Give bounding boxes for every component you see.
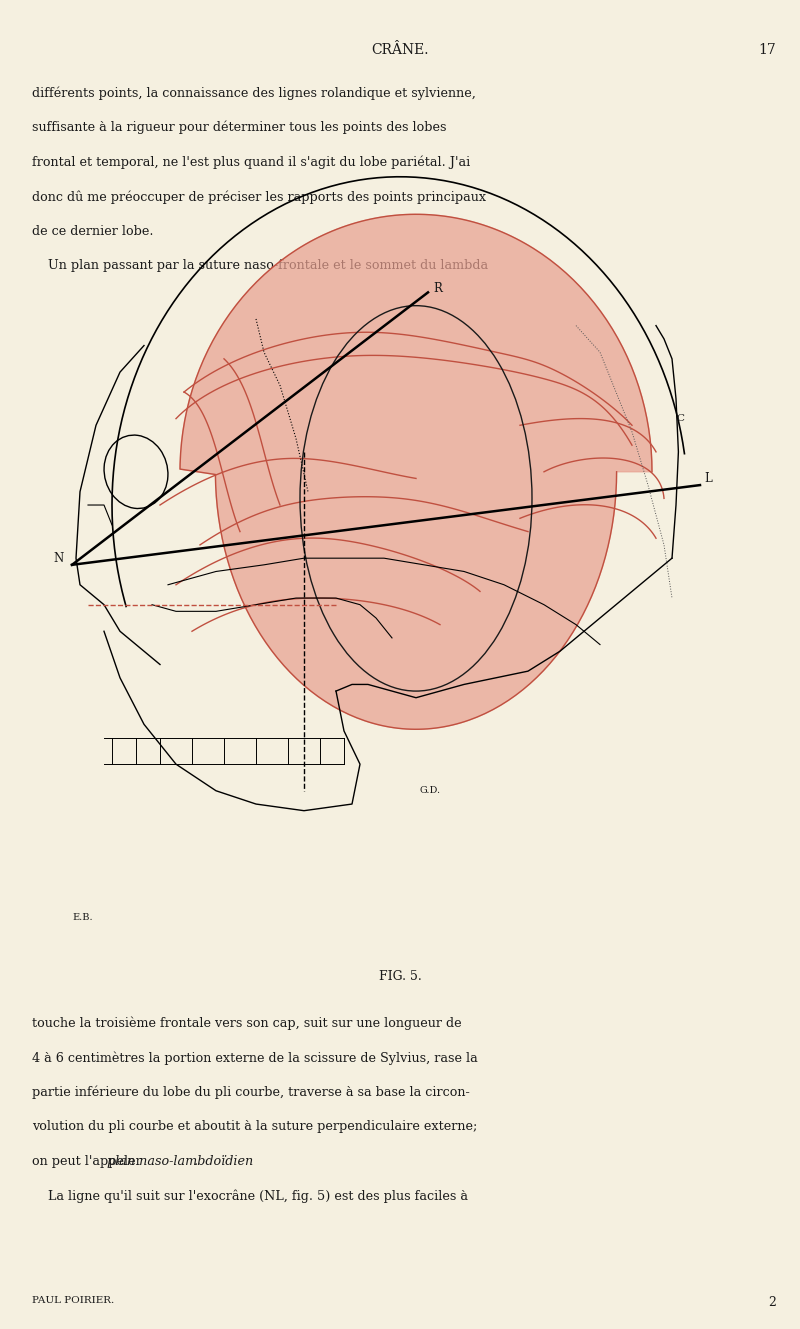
Bar — [32, 246, 776, 950]
Text: PAUL POIRIER.: PAUL POIRIER. — [32, 1296, 114, 1305]
Text: touche la troisième frontale vers son cap, suit sur une longueur de: touche la troisième frontale vers son ca… — [32, 1017, 462, 1030]
Text: C: C — [676, 415, 684, 423]
Text: G.D.: G.D. — [420, 787, 441, 795]
Text: donc dû me préoccuper de préciser les rapports des points principaux: donc dû me préoccuper de préciser les ra… — [32, 190, 486, 203]
Text: E.B.: E.B. — [72, 913, 93, 921]
Text: frontal et temporal, ne l'est plus quand il s'agit du lobe pariétal. J'ai: frontal et temporal, ne l'est plus quand… — [32, 155, 470, 169]
Text: volution du pli courbe et aboutit à la suture perpendiculaire externe;: volution du pli courbe et aboutit à la s… — [32, 1120, 478, 1134]
Text: 17: 17 — [758, 43, 776, 57]
Text: on peut l'appeler: on peut l'appeler — [32, 1155, 146, 1168]
Text: 2: 2 — [768, 1296, 776, 1309]
Text: N: N — [54, 552, 64, 565]
Text: 4 à 6 centimètres la portion externe de la scissure de Sylvius, rase la: 4 à 6 centimètres la portion externe de … — [32, 1051, 478, 1065]
Text: CRÂNE.: CRÂNE. — [371, 43, 429, 57]
Text: R: R — [434, 282, 442, 295]
Text: plan naso-lambdoïdien: plan naso-lambdoïdien — [107, 1155, 253, 1168]
Text: Un plan passant par la suture naso-frontale et le sommet du lambda: Un plan passant par la suture naso-front… — [32, 259, 488, 272]
Text: de ce dernier lobe.: de ce dernier lobe. — [32, 225, 154, 238]
Text: différents points, la connaissance des lignes rolandique et sylvienne,: différents points, la connaissance des l… — [32, 86, 476, 100]
Text: .: . — [194, 1155, 198, 1168]
Polygon shape — [180, 214, 652, 730]
Text: FIG. 5.: FIG. 5. — [378, 970, 422, 983]
Text: suffisante à la rigueur pour déterminer tous les points des lobes: suffisante à la rigueur pour déterminer … — [32, 121, 446, 134]
Text: La ligne qu'il suit sur l'exocrâne (NL, fig. 5) est des plus faciles à: La ligne qu'il suit sur l'exocrâne (NL, … — [32, 1189, 468, 1203]
Text: L: L — [704, 472, 712, 485]
Text: partie inférieure du lobe du pli courbe, traverse à sa base la circon-: partie inférieure du lobe du pli courbe,… — [32, 1086, 470, 1099]
